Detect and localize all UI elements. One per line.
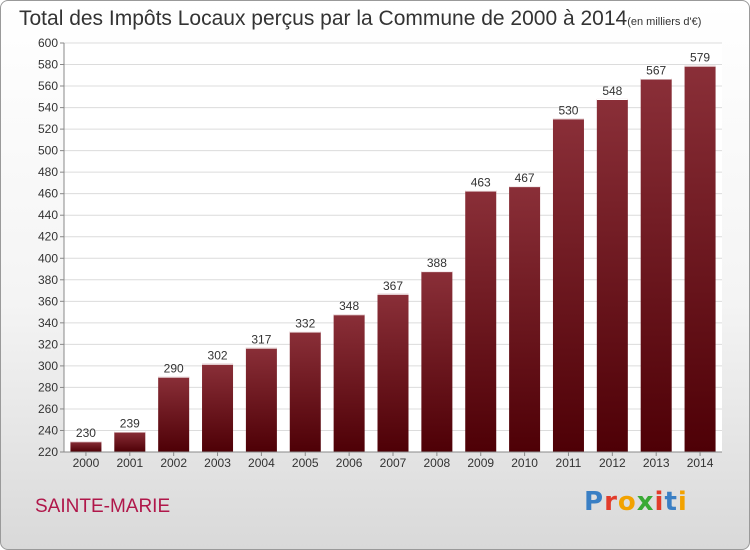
chart-title: Total des Impôts Locaux perçus par la Co… — [19, 7, 701, 31]
y-tick-label: 500 — [38, 144, 58, 158]
logo-letter: P — [584, 487, 605, 517]
x-tick-label: 2012 — [599, 456, 626, 470]
logo-letter: i — [654, 487, 665, 517]
chart-title-main: Total des Impôts Locaux perçus par la Co… — [19, 7, 628, 30]
bar — [377, 293, 409, 452]
bar — [245, 347, 277, 452]
logo-letter: r — [604, 487, 618, 517]
x-tick-label: 2007 — [380, 456, 407, 470]
y-tick-label: 240 — [38, 423, 58, 437]
chart-subtitle: (en milliers d'€) — [627, 16, 702, 28]
data-label: 530 — [558, 103, 578, 117]
data-label: 548 — [602, 84, 622, 98]
bar — [509, 186, 541, 452]
data-label: 302 — [208, 349, 228, 363]
data-label: 290 — [164, 362, 184, 376]
bar — [684, 65, 716, 452]
y-tick-label: 260 — [38, 402, 58, 416]
bar — [465, 190, 497, 452]
bar — [202, 363, 234, 452]
commune-name: SAINTE-MARIE — [35, 496, 171, 517]
data-label: 348 — [339, 299, 359, 313]
bar — [640, 78, 672, 452]
x-tick-label: 2011 — [556, 456, 582, 470]
y-tick-label: 440 — [38, 208, 58, 222]
y-tick-label: 380 — [38, 273, 58, 287]
y-tick-label: 560 — [38, 79, 58, 93]
data-label: 567 — [646, 64, 666, 78]
y-tick-label: 280 — [38, 380, 58, 394]
y-tick-label: 320 — [38, 337, 58, 351]
logo-letter: x — [636, 487, 655, 517]
x-tick-label: 2014 — [687, 456, 714, 470]
y-tick-label: 420 — [38, 230, 58, 244]
data-label: 367 — [383, 279, 403, 293]
bar — [114, 431, 146, 452]
bars — [70, 65, 716, 453]
y-tick-label: 580 — [38, 58, 58, 72]
y-tick-label: 480 — [38, 165, 58, 179]
data-label: 467 — [515, 171, 535, 185]
y-tick-label: 540 — [38, 101, 58, 115]
bar — [289, 331, 321, 452]
y-axis: 220 240 260 280 300 320 340 360 380 400 420 440 460 4… — [38, 36, 64, 459]
data-label: 579 — [690, 51, 710, 65]
data-label: 463 — [471, 175, 491, 189]
proxiti-logo: Proxiti — [584, 487, 688, 517]
x-tick-label: 2000 — [73, 456, 100, 470]
y-tick-label: 360 — [38, 294, 58, 308]
data-labels: 230 239 290 302 317 332 348 367 388 463 467 530 548 5… — [76, 51, 710, 441]
x-tick-label: 2003 — [204, 456, 231, 470]
x-tick-label: 2008 — [424, 456, 451, 470]
data-label: 317 — [251, 333, 271, 347]
logo-letter: o — [617, 487, 637, 517]
bar — [158, 376, 190, 452]
logo-letter: i — [677, 487, 688, 517]
bar — [421, 271, 453, 452]
x-tick-label: 2001 — [116, 456, 143, 470]
data-label: 332 — [295, 316, 315, 330]
y-tick-label: 520 — [38, 122, 58, 136]
x-tick-label: 2009 — [467, 456, 494, 470]
y-tick-label: 220 — [38, 445, 58, 459]
x-tick-label: 2006 — [336, 456, 363, 470]
data-label: 388 — [427, 256, 447, 270]
y-tick-label: 600 — [38, 36, 58, 50]
y-tick-label: 300 — [38, 359, 58, 373]
x-tick-label: 2002 — [160, 456, 187, 470]
bar — [596, 98, 628, 453]
x-tick-label: 2004 — [248, 456, 275, 470]
x-tick-label: 2005 — [292, 456, 319, 470]
bar — [333, 314, 365, 452]
logo-letter: t — [664, 487, 678, 517]
x-axis: 2000 2001 2002 2003 2004 2005 2006 2007 2008 2009… — [73, 452, 714, 470]
y-tick-label: 340 — [38, 316, 58, 330]
data-label: 230 — [76, 426, 96, 440]
y-tick-label: 400 — [38, 251, 58, 265]
bar — [70, 441, 102, 452]
data-label: 239 — [120, 417, 140, 431]
y-tick-label: 460 — [38, 187, 58, 201]
bar — [552, 118, 584, 452]
x-tick-label: 2010 — [511, 456, 538, 470]
x-tick-label: 2013 — [643, 456, 670, 470]
